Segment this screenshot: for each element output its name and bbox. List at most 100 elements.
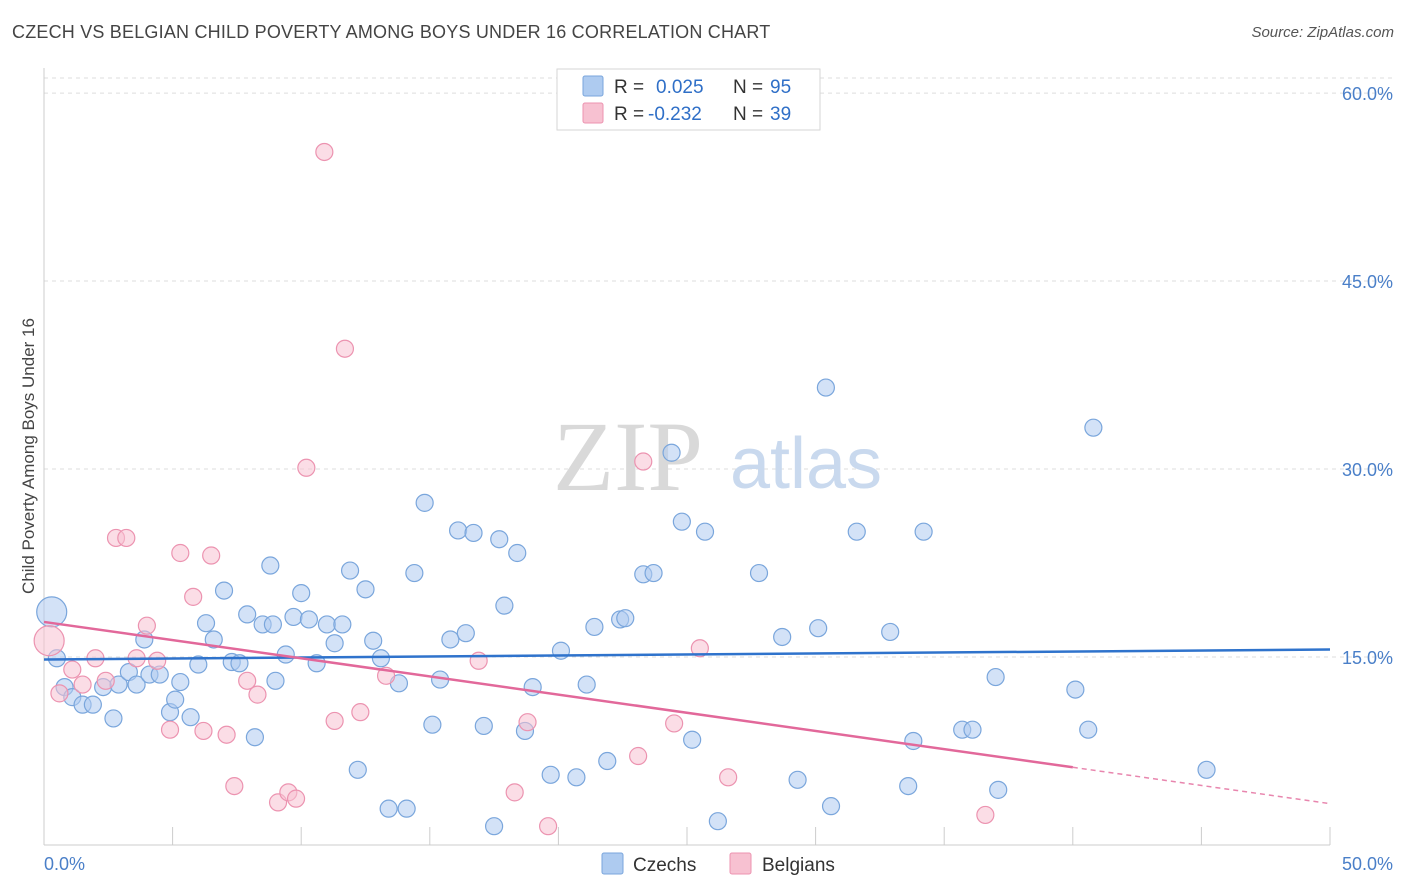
belgian-point (335, 339, 355, 358)
belgian-point (286, 789, 306, 808)
belgian-point (50, 684, 69, 703)
czech-point (397, 799, 416, 818)
belgian-point (976, 805, 995, 825)
series-legend: Czechs Belgians (601, 852, 835, 876)
czech-point (245, 728, 265, 747)
czech-point (371, 649, 391, 668)
belgian-point (148, 651, 167, 670)
czech-point (441, 630, 460, 649)
czech-r-label: R = (614, 77, 644, 98)
belgian-legend-label: Belgians (762, 855, 835, 876)
czech-point (495, 596, 514, 615)
czech-point (456, 624, 475, 643)
czech-point (284, 607, 303, 627)
belgian-trend-extension (1072, 766, 1331, 805)
czech-point (333, 615, 352, 634)
source-credit: Source: ZipAtlas.com (1251, 24, 1394, 41)
belgian-point (505, 783, 524, 802)
belgian-point (469, 651, 488, 670)
belgian-series (33, 142, 995, 836)
czech-point (238, 605, 257, 624)
belgian-point (248, 685, 267, 704)
czech-point (1066, 680, 1085, 699)
y-tick-labels: 15.0% 30.0% 45.0% 60.0% (1342, 84, 1393, 668)
czech-point (166, 690, 185, 709)
x-tick-labels: 0.0% 50.0% (44, 854, 1393, 874)
y-axis-label: Child Poverty Among Boys Under 16 (19, 318, 38, 594)
y-tick-label: 45.0% (1342, 272, 1393, 292)
belgian-point (117, 528, 136, 548)
czech-stat-swatch (582, 75, 604, 97)
czech-point (189, 655, 208, 674)
belgian-point (160, 720, 180, 739)
y-tick-label: 30.0% (1342, 460, 1393, 480)
belgian-point (238, 671, 257, 690)
chart-title: CZECH VS BELGIAN CHILD POVERTY AMONG BOY… (12, 22, 771, 42)
y-tick-label: 15.0% (1342, 648, 1393, 668)
czech-n-value: 95 (770, 77, 791, 98)
belgian-point (63, 660, 82, 679)
belgian-point (137, 616, 156, 635)
czech-r-value: 0.025 (656, 77, 704, 98)
czech-point (749, 563, 769, 583)
czech-point (364, 631, 383, 650)
belgian-r-label: R = (614, 104, 644, 125)
czech-point (490, 530, 509, 549)
belgian-point (690, 639, 709, 658)
czech-point (644, 563, 663, 583)
belgian-point (171, 543, 190, 563)
czech-point (127, 675, 146, 694)
czech-legend-swatch (601, 852, 624, 875)
watermark-zip: ZIP (553, 401, 703, 512)
czech-point (821, 797, 841, 816)
czech-legend-label: Czechs (633, 855, 696, 876)
belgian-point (325, 711, 344, 731)
belgian-point (351, 703, 370, 722)
czech-point (356, 580, 375, 599)
belgian-point (315, 142, 334, 162)
czech-point (989, 780, 1008, 799)
czech-point (708, 812, 727, 831)
watermark-atlas: atlas (730, 424, 882, 504)
czech-point (196, 614, 216, 633)
czech-point (171, 672, 190, 692)
czech-series (36, 378, 1216, 836)
stats-legend: R = 0.025 N = 95 R = -0.232 N = 39 (556, 68, 821, 131)
czech-point (585, 617, 604, 637)
belgian-point (33, 625, 65, 657)
czech-point (263, 615, 283, 634)
czech-point (214, 581, 234, 600)
belgian-r-value: -0.232 (648, 104, 702, 125)
belgian-point (96, 671, 115, 690)
czech-point (695, 522, 715, 541)
x-tick-label: 0.0% (44, 854, 85, 874)
belgian-point (629, 746, 648, 766)
czech-point (340, 561, 360, 580)
belgian-point (719, 768, 738, 787)
belgian-trend-line (43, 620, 1073, 769)
belgian-point (184, 587, 203, 606)
czech-point (83, 695, 102, 714)
czech-point (292, 584, 311, 603)
czech-point (541, 765, 560, 784)
belgian-point (634, 452, 653, 471)
belgian-stat-swatch (582, 102, 604, 124)
czech-point (1084, 418, 1103, 437)
czech-point (474, 716, 493, 736)
czech-point (616, 609, 635, 628)
czech-point (672, 512, 691, 531)
czech-trend-line (43, 648, 1331, 661)
czech-point (204, 630, 223, 649)
czech-point (508, 543, 527, 563)
czech-point (904, 731, 923, 751)
czech-point (325, 634, 344, 653)
belgian-point (202, 546, 221, 565)
belgian-point (665, 714, 684, 733)
belgian-legend-swatch (729, 852, 752, 875)
czech-n-label: N = (733, 77, 763, 98)
czech-point (423, 715, 442, 734)
axes (43, 68, 1331, 846)
czech-point (881, 622, 900, 642)
czech-point (662, 443, 681, 462)
